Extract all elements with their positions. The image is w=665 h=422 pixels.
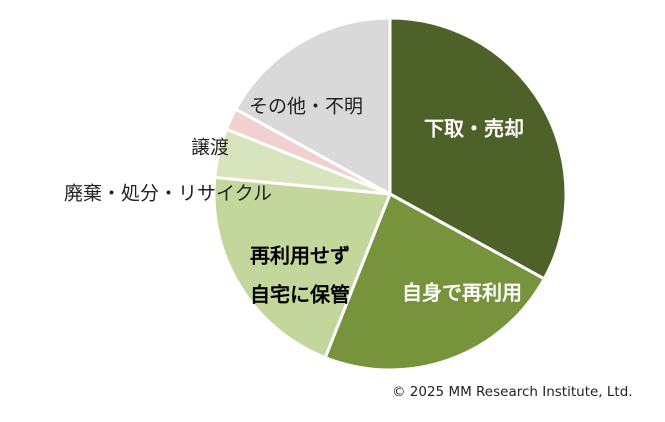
slice-label: 再利用せず (250, 244, 350, 268)
pie-slice (212, 175, 392, 360)
pie-slices (212, 16, 568, 372)
slice-label: 譲渡 (191, 137, 229, 159)
pie-slice (388, 16, 568, 281)
copyright-note: © 2025 MM Research Institute, Ltd. (392, 384, 633, 400)
slice-label: 自宅に保管 (250, 283, 350, 307)
slice-label: その他・不明 (249, 96, 363, 118)
pie-slice (234, 16, 392, 196)
slice-label: 下取・売却 (424, 117, 524, 141)
pie-slice (323, 192, 546, 372)
slice-label: 自身で再利用 (402, 281, 522, 305)
slice-label: 廃棄・処分・リサイクル (64, 183, 272, 205)
